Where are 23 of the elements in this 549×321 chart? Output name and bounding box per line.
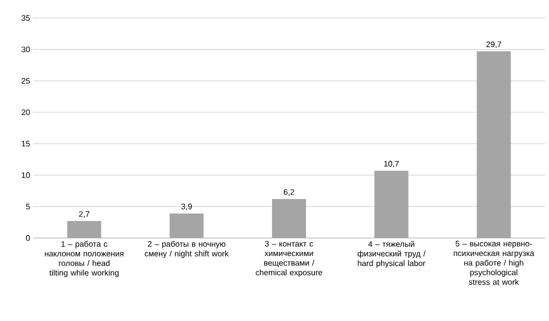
- data-label: 3,9: [181, 204, 192, 210]
- y-tick-label: 30: [22, 46, 30, 52]
- x-tick-label: 1 – работа с наклоном положения головы / head tilting while working: [45, 240, 124, 278]
- x-tick-label: 4 – тяжелый физический труд / hard physical labor: [358, 240, 426, 268]
- x-tick-label: 5 – высокая нервно-психическая нагрузка на работе / high psychological stress at work: [454, 240, 534, 285]
- y-tick-label: 5: [26, 204, 30, 210]
- y-tick-label: 35: [22, 15, 30, 21]
- y-tick-label: 15: [22, 140, 30, 146]
- bar: [67, 221, 102, 238]
- y-tick-label: 0: [26, 235, 30, 241]
- y-tick-label: 20: [22, 109, 30, 116]
- data-label: 2,7: [79, 211, 90, 218]
- bar: [170, 213, 204, 238]
- bar: [272, 199, 306, 238]
- y-tick-label: 25: [22, 78, 30, 84]
- data-label: 10,7: [384, 160, 399, 168]
- y-tick-label: 10: [22, 172, 30, 178]
- data-label: 29,7: [486, 42, 502, 48]
- x-tick-label: 2 – работы в ночную смену / night shift work: [144, 240, 229, 258]
- bar: [374, 170, 408, 238]
- data-label: 6,2: [284, 189, 294, 196]
- bar: [476, 51, 511, 238]
- x-tick-label: 3 – контакт с химическими веществами / chemical exposure: [256, 240, 322, 277]
